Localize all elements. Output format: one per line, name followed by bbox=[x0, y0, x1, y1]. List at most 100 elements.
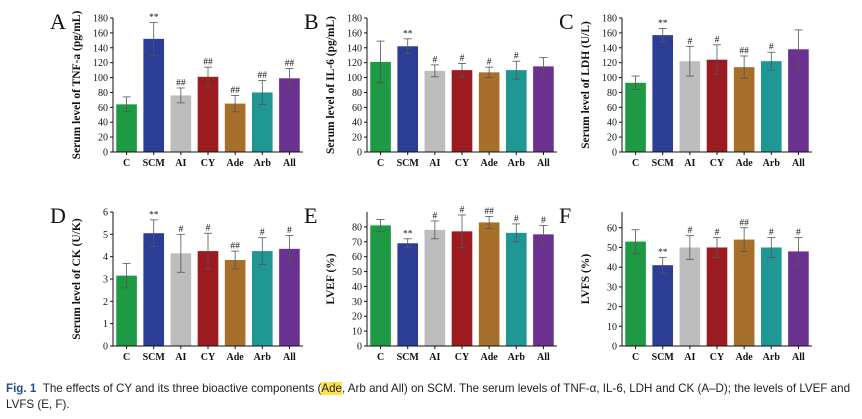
panel-a-xtick-ade: Ade bbox=[227, 158, 245, 169]
panel-f-annotation-ai: # bbox=[687, 226, 692, 236]
caption-highlight: Ade bbox=[321, 382, 342, 395]
panel-a-xtick-cy: CY bbox=[201, 158, 216, 169]
panel-a-ylabel: Serum level of TNF-a (pg/mL) bbox=[71, 11, 83, 160]
panel-d-bar-ai bbox=[170, 253, 192, 346]
panel-a-bar-all bbox=[279, 78, 300, 152]
panel-f-errorbar-cy bbox=[713, 237, 721, 258]
panel-d-annotation-all: # bbox=[287, 226, 292, 236]
panel-b-annotation-ai: # bbox=[432, 55, 437, 65]
panel-e-bar-all bbox=[533, 234, 554, 346]
panel-e-bar-scm bbox=[397, 243, 419, 346]
panel-b-ytick: 180 bbox=[347, 14, 362, 25]
panel-a: A Serum level of TNF-a (pg/mL) ** ## ## ## ## #… bbox=[50, 9, 303, 169]
panel-b-bar-all bbox=[533, 66, 554, 152]
panel-a-bar-c bbox=[116, 104, 137, 152]
panel-e-ytick: 10 bbox=[352, 327, 362, 338]
panel-b-ytick: 0 bbox=[357, 148, 362, 159]
panel-b-bar-scm bbox=[397, 46, 419, 152]
panel-c: C Serum level of LDH (U/L) **# ### #02040608… bbox=[559, 9, 812, 169]
panel-f-xtick-cy: CY bbox=[710, 352, 725, 363]
panel-b-errorbar-scm bbox=[403, 38, 412, 55]
panel-f-bar-ai bbox=[679, 247, 701, 346]
panel-c-ytick: 100 bbox=[602, 73, 617, 84]
caption-text-after: , Arb and All) on SCM. The serum levels … bbox=[6, 382, 851, 411]
panel-c-ytick: 140 bbox=[602, 43, 617, 54]
panel-e-errorbar-ai bbox=[430, 220, 439, 240]
panel-b-ytick: 100 bbox=[347, 73, 362, 84]
panel-a-xtick-arb: Arb bbox=[254, 158, 272, 169]
panel-b-annotation-arb: # bbox=[514, 52, 519, 62]
panel-e-annotation-ai: # bbox=[432, 211, 437, 221]
panel-d-ytick: 3 bbox=[103, 275, 108, 286]
panel-c-errorbar-scm bbox=[658, 28, 667, 43]
panel-f-ylabel: LVFS (%) bbox=[580, 254, 592, 305]
panel-d-xtick-ai: AI bbox=[175, 352, 186, 363]
panel-a-ytick: 60 bbox=[98, 103, 108, 114]
panel-f-ytick: 0 bbox=[612, 342, 617, 353]
panel-e-ytick: 40 bbox=[352, 282, 362, 293]
panel-c-xtick-all: All bbox=[792, 158, 805, 169]
panel-a-errorbar-scm bbox=[149, 22, 158, 56]
panel-a-annotation-all: ## bbox=[285, 59, 295, 69]
panel-c-annotation-ade: ## bbox=[739, 46, 749, 56]
panel-a-bar-scm bbox=[143, 38, 165, 152]
panel-e-errorbar-ade bbox=[485, 216, 494, 229]
panel-e-letter: E bbox=[304, 203, 317, 228]
panel-e-bar-arb bbox=[505, 232, 527, 346]
panel-e-ytick: 0 bbox=[357, 342, 362, 353]
panel-f-bar-scm bbox=[652, 265, 674, 346]
panel-e-xtick-cy: CY bbox=[455, 352, 470, 363]
panel-f-xtick-ai: AI bbox=[684, 352, 695, 363]
panel-b-ytick: 20 bbox=[352, 133, 362, 144]
panel-b-annotation-ade: # bbox=[487, 58, 492, 68]
panel-a-annotation-arb: ## bbox=[258, 71, 268, 81]
panel-a-ytick: 0 bbox=[103, 148, 108, 159]
panel-c-annotation-arb: # bbox=[769, 43, 774, 53]
panel-c-bar-scm bbox=[652, 35, 674, 152]
panel-f-bar-cy bbox=[706, 247, 728, 346]
panel-f-annotation-cy: # bbox=[715, 228, 720, 238]
panel-f-xtick-ade: Ade bbox=[736, 352, 754, 363]
panel-b-ytick: 120 bbox=[347, 58, 362, 69]
panel-f-annotation-ade: ## bbox=[739, 218, 749, 228]
panel-b-annotation-scm: ** bbox=[403, 29, 413, 39]
panel-a-letter: A bbox=[50, 9, 66, 34]
panel-f-annotation-all: # bbox=[796, 228, 801, 238]
panel-b-xtick-ade: Ade bbox=[481, 158, 499, 169]
panel-d-bar-c bbox=[116, 275, 137, 346]
panel-d-ytick: 5 bbox=[103, 230, 108, 241]
panel-f-letter: F bbox=[559, 203, 571, 228]
panel-c-errorbar-cy bbox=[713, 44, 721, 75]
panel-b-errorbar-ade bbox=[485, 66, 494, 78]
panel-f-bar-all bbox=[788, 251, 809, 346]
panel-c-bar-arb bbox=[760, 61, 782, 152]
panel-a-bar-cy bbox=[197, 76, 219, 152]
panel-d-ytick: 0 bbox=[103, 342, 108, 353]
panel-a-ytick: 120 bbox=[93, 58, 108, 69]
panel-b-xtick-ai: AI bbox=[429, 158, 440, 169]
panel-c-xtick-scm: SCM bbox=[652, 158, 675, 169]
panel-d-xtick-c: C bbox=[123, 352, 130, 363]
panel-f-ytick: 30 bbox=[607, 282, 617, 293]
panel-c-ytick: 0 bbox=[612, 148, 617, 159]
panel-a-annotation-cy: ## bbox=[203, 58, 213, 68]
panel-e-bar-ade bbox=[478, 222, 500, 346]
panel-f-ytick: 40 bbox=[607, 263, 617, 274]
panel-a-errorbar-c bbox=[122, 96, 131, 113]
panel-e-ytick: 50 bbox=[352, 267, 362, 278]
panel-a-errorbar-ai bbox=[176, 87, 185, 104]
panel-e-annotation-all: # bbox=[541, 216, 546, 226]
panel-e-xtick-arb: Arb bbox=[508, 352, 526, 363]
panel-f-errorbar-scm bbox=[658, 256, 667, 274]
panel-b: B Serum level of IL-6 (pg/mL) ** # # # #0 20 40 6… bbox=[304, 9, 557, 169]
panel-f-ytick: 50 bbox=[607, 243, 617, 254]
panel-d-errorbar-ade bbox=[231, 250, 240, 270]
panel-c-annotation-cy: # bbox=[715, 35, 720, 45]
panel-d-bar-arb bbox=[251, 251, 273, 346]
panel-b-errorbar-ai bbox=[430, 64, 439, 78]
panel-c-xtick-ai: AI bbox=[684, 158, 695, 169]
panel-a-errorbar-ade bbox=[231, 95, 240, 113]
panel-e-ylabel: LVEF (%) bbox=[325, 253, 337, 304]
panel-f-xtick-arb: Arb bbox=[763, 352, 781, 363]
panel-c-ytick: 160 bbox=[602, 28, 617, 39]
